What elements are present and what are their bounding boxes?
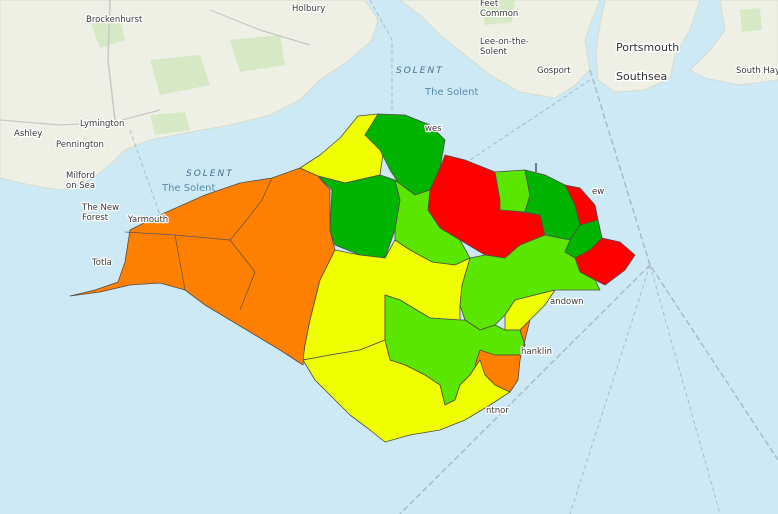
place-label-the-new-forest: The New Forest bbox=[81, 203, 122, 223]
place-label-lee-on-the-solent-text: Lee-on-the- bbox=[480, 37, 529, 47]
place-label-ashley: Ashley bbox=[14, 129, 42, 139]
place-label-sandown: andown bbox=[550, 297, 584, 307]
place-label-feet-common: Feet Common bbox=[480, 0, 518, 19]
place-label-milford-on-sea-text-line: on Sea bbox=[66, 181, 95, 191]
region-havenstreet[interactable] bbox=[494, 169, 531, 213]
water-label-solent-left: SOLENT bbox=[186, 169, 234, 179]
shipping-lane bbox=[129, 129, 161, 216]
shipping-lane bbox=[369, 0, 393, 120]
woodland-patch bbox=[740, 8, 762, 32]
place-label-the-new-forest-text: The New bbox=[81, 203, 119, 213]
region-ventnor[interactable] bbox=[302, 339, 511, 443]
place-label-lee-on-the-solent-text-line: Solent bbox=[480, 47, 508, 57]
shipping-lane bbox=[469, 79, 591, 161]
woodland-patch bbox=[150, 55, 210, 95]
shipping-lane bbox=[399, 264, 651, 514]
mainland-hampshire bbox=[0, 0, 379, 191]
island-regions bbox=[69, 113, 636, 443]
boundary-line bbox=[229, 177, 273, 241]
place-label-holbury: Holbury bbox=[292, 4, 325, 14]
place-label-cowes: wes bbox=[425, 124, 442, 134]
shipping-lane bbox=[589, 69, 778, 461]
water-label-the-solent-left: The Solent bbox=[161, 183, 216, 194]
place-label-feet-common-text: Feet bbox=[480, 0, 499, 9]
place-label-milford-on-sea-text: Milford bbox=[66, 171, 95, 181]
place-label-southsea: Southsea bbox=[616, 70, 667, 83]
region-northwood[interactable] bbox=[317, 174, 401, 259]
woodland-patch bbox=[150, 112, 190, 135]
place-label-milford-on-sea: Milford on Sea bbox=[66, 171, 98, 191]
place-label-yarmouth: Yarmouth bbox=[127, 215, 168, 225]
mainland-gosport bbox=[399, 0, 601, 99]
woodland-patch bbox=[230, 35, 285, 72]
place-label-feet-common-text-line: Common bbox=[480, 9, 518, 19]
boundary-line bbox=[174, 234, 256, 311]
water-label-the-solent-upper: The Solent bbox=[424, 87, 479, 98]
road bbox=[107, 0, 116, 121]
place-label-brockenhurst: Brockenhurst bbox=[86, 15, 143, 25]
place-label-ventnor: ntnor bbox=[486, 406, 509, 416]
shipping-lane bbox=[569, 264, 651, 514]
place-label-lymington: Lymington bbox=[80, 119, 124, 129]
place-label-ryde: ew bbox=[592, 187, 604, 197]
place-label-gosport: Gosport bbox=[537, 66, 571, 76]
mainland-portsmouth bbox=[595, 0, 701, 93]
shipping-lane bbox=[649, 264, 721, 514]
place-label-the-new-forest-text-line: Forest bbox=[82, 213, 109, 223]
place-label-lee-on-the-solent: Lee-on-the- Solent bbox=[480, 37, 532, 57]
place-label-totland: Totla bbox=[91, 258, 112, 268]
road bbox=[0, 109, 161, 126]
road bbox=[209, 9, 311, 46]
woodland-patch bbox=[480, 0, 515, 25]
place-label-pennington: Pennington bbox=[56, 140, 104, 150]
water-label-solent-upper: SOLENT bbox=[396, 66, 444, 76]
woodland-patch bbox=[90, 18, 125, 48]
place-label-shanklin: hanklin bbox=[521, 347, 552, 357]
place-label-south-hayling: South Hayl bbox=[736, 66, 778, 76]
place-label-portsmouth: Portsmouth bbox=[616, 41, 679, 54]
